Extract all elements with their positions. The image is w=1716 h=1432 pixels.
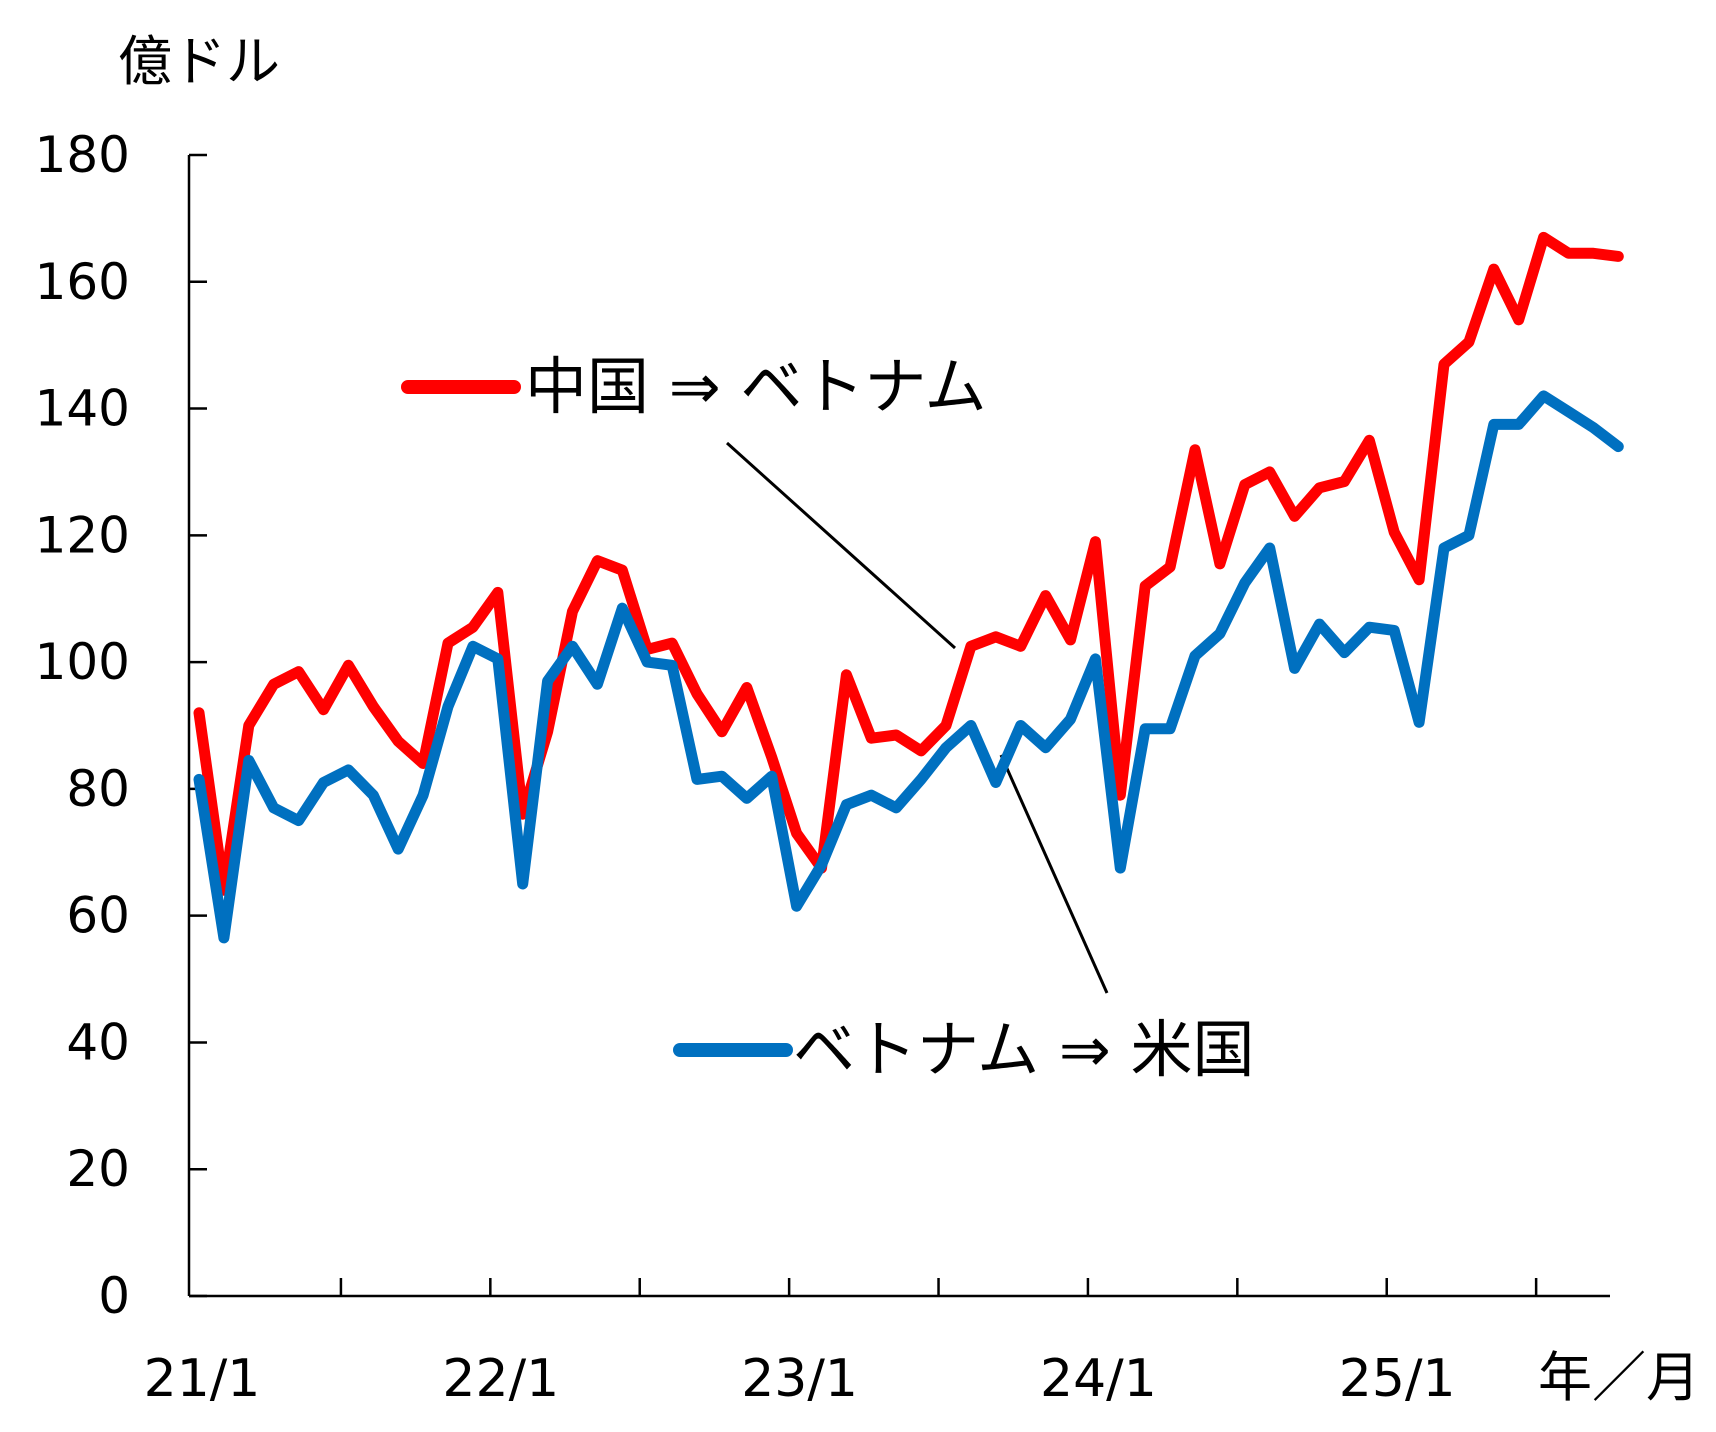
x-tick-label: 22/1	[442, 1349, 559, 1409]
y-unit-label: 億ドル	[118, 30, 280, 93]
leader-line-china-vietnam	[725, 441, 957, 650]
legend: 中国 ⇒ ベトナム ベトナム ⇒ 米国	[401, 350, 1255, 1086]
y-tick-label: 140	[35, 380, 130, 438]
series-line-china-vietnam	[193, 231, 1624, 896]
y-tick-label: 20	[66, 1140, 130, 1198]
x-tick-label: 21/1	[144, 1349, 261, 1409]
legend-label-china-vietnam: 中国 ⇒ ベトナム	[525, 350, 987, 423]
x-tick-label: 24/1	[1040, 1349, 1157, 1409]
series-layer	[193, 231, 1624, 944]
x-tick-label: 25/1	[1339, 1349, 1456, 1409]
y-tick-label: 80	[66, 760, 130, 818]
y-tick-label: 180	[35, 126, 130, 184]
y-tick-label: 60	[66, 887, 130, 945]
x-unit-label: 年／月	[1538, 1346, 1700, 1409]
series-line-vietnam-us	[193, 390, 1624, 944]
leader-line-vietnam-us	[999, 754, 1109, 994]
y-tick-label: 40	[66, 1013, 130, 1071]
y-ticks: 0 20 40 60 80 100 120 140 160 180	[35, 126, 207, 1325]
y-tick-label: 0	[98, 1267, 130, 1325]
legend-label-vietnam-us: ベトナム ⇒ 米国	[793, 1013, 1255, 1086]
y-tick-label: 160	[35, 253, 130, 311]
x-tick-label: 23/1	[741, 1349, 858, 1409]
y-tick-label: 120	[35, 506, 130, 564]
x-ticks: 21/1 22/1 23/1 24/1 25/1	[144, 1278, 1538, 1409]
y-tick-label: 100	[35, 633, 130, 691]
